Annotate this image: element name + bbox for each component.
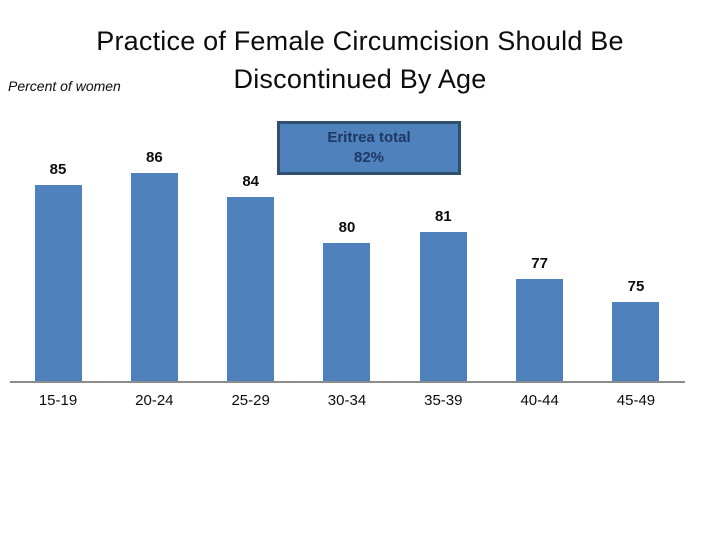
bar bbox=[516, 279, 564, 381]
bar-value-label: 85 bbox=[49, 161, 67, 178]
annotation-label: Eritrea total bbox=[327, 129, 411, 146]
bar bbox=[34, 185, 82, 381]
bar bbox=[419, 232, 467, 381]
bar bbox=[323, 243, 371, 381]
bar bbox=[612, 302, 660, 381]
x-axis-label: 15-19 bbox=[38, 392, 78, 409]
annotation-box: Eritrea total 82% bbox=[277, 121, 461, 175]
chart-title-line2: Discontinued By Age bbox=[233, 64, 487, 94]
chart-title-line1: Practice of Female Circumcision Should B… bbox=[96, 26, 624, 56]
bar-value-label: 75 bbox=[627, 278, 645, 295]
bar-value-label: 77 bbox=[531, 255, 548, 272]
bar bbox=[227, 197, 275, 381]
bar-value-label: 86 bbox=[145, 149, 163, 166]
chart-title: Practice of Female Circumcision Should B… bbox=[0, 22, 720, 98]
bar-value-label: 81 bbox=[434, 208, 452, 225]
bar-value-label: 80 bbox=[338, 219, 356, 236]
x-axis-label: 20-24 bbox=[135, 392, 174, 409]
x-axis-label: 30-34 bbox=[327, 392, 367, 409]
bar-value-label: 84 bbox=[242, 173, 259, 190]
x-axis-label: 25-29 bbox=[231, 392, 270, 409]
x-axis-label: 35-39 bbox=[424, 392, 463, 409]
x-axis-label: 40-44 bbox=[520, 392, 559, 409]
x-axis-line bbox=[10, 381, 685, 383]
x-axis-label: 45-49 bbox=[616, 392, 656, 409]
annotation-value: 82% bbox=[353, 149, 385, 166]
bar bbox=[130, 173, 178, 381]
y-axis-note: Percent of women bbox=[8, 78, 121, 94]
